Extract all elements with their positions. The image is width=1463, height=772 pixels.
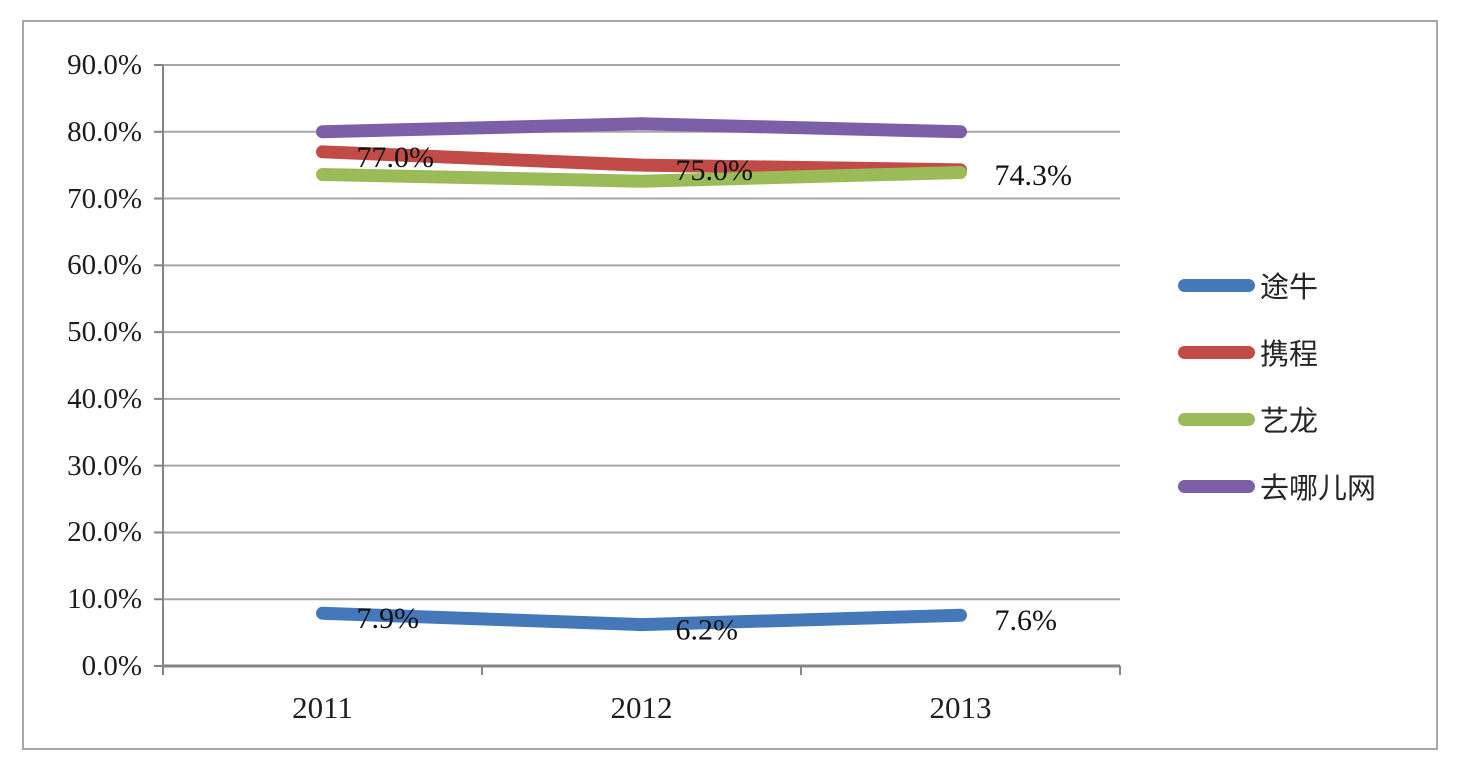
data-label: 75.0%	[676, 154, 754, 187]
legend-label: 艺龙	[1260, 406, 1319, 438]
y-tick-label: 90.0%	[67, 49, 142, 81]
y-tick-label: 20.0%	[67, 516, 142, 549]
data-label: 74.3%	[995, 159, 1073, 192]
x-tick-label: 2012	[610, 690, 673, 725]
legend-item-qunar: 去哪儿网	[1178, 468, 1377, 505]
legend-item-elong: 艺龙	[1178, 401, 1376, 438]
legend-swatch-icon	[1178, 345, 1255, 359]
x-tick-label: 2013	[929, 690, 992, 725]
legend-label: 去哪儿网	[1260, 473, 1377, 505]
legend-swatch-icon	[1178, 412, 1255, 426]
y-tick-label: 40.0%	[67, 382, 142, 415]
y-tick-label: 60.0%	[67, 249, 142, 282]
y-tick-label: 30.0%	[67, 449, 142, 482]
series-line-0	[316, 606, 967, 632]
y-tick-label: 10.0%	[67, 583, 142, 616]
data-label: 7.9%	[357, 602, 420, 635]
legend-label: 携程	[1260, 339, 1319, 371]
y-tick-label: 0.0%	[81, 650, 142, 682]
legend-item-ctrip: 携程	[1178, 334, 1376, 371]
y-tick-label: 50.0%	[67, 316, 142, 349]
legend-item-tuniu: 途牛	[1178, 267, 1376, 304]
data-label: 6.2%	[676, 614, 739, 647]
legend-label: 途牛	[1260, 272, 1319, 304]
legend-swatch-icon	[1178, 278, 1255, 292]
y-tick-label: 80.0%	[67, 115, 142, 148]
data-label: 77.0%	[357, 141, 435, 174]
legend-swatch-icon	[1178, 479, 1255, 493]
legend: 途牛 携程 艺龙 去哪儿网	[1178, 267, 1376, 535]
x-tick-label: 2011	[292, 690, 353, 725]
series-line-3	[316, 117, 967, 139]
series-line-1	[316, 145, 967, 177]
y-tick-label: 70.0%	[67, 182, 142, 215]
series-line-2	[316, 166, 967, 188]
data-label: 7.6%	[995, 604, 1058, 637]
